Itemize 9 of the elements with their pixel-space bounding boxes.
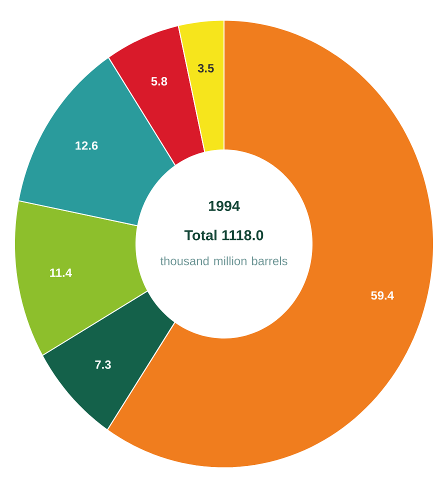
data-label: 12.6: [76, 141, 98, 150]
data-label: 59.4: [371, 291, 394, 300]
text: Total 1118.0: [184, 230, 264, 240]
text: 1994: [208, 200, 240, 212]
text: thousand million barrels: [160, 256, 288, 266]
data-label: 11.4: [50, 268, 72, 277]
data-label: 3.5: [198, 64, 214, 73]
data-label: 7.3: [95, 360, 111, 369]
data-label: 5.8: [151, 77, 168, 86]
